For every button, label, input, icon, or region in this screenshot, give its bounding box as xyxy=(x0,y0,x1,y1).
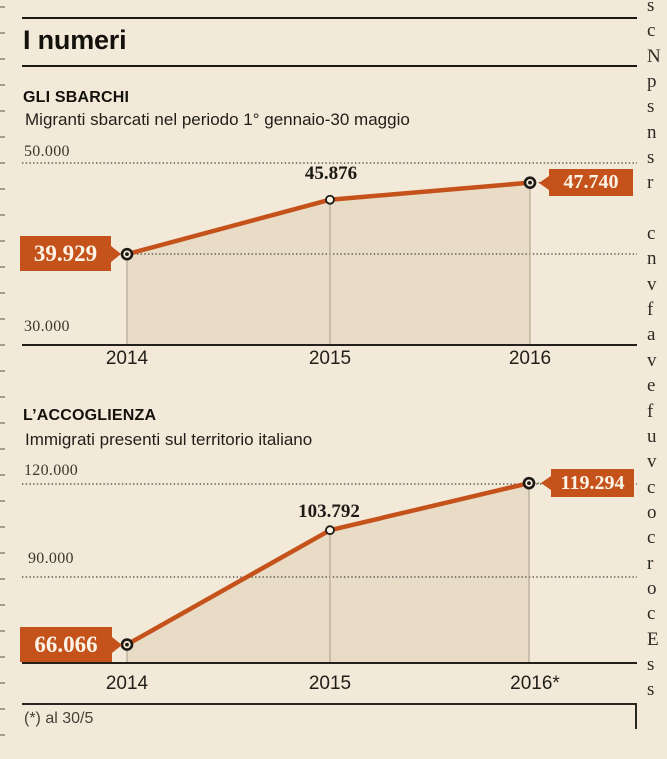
data-point-marker xyxy=(325,525,335,536)
article-text-fragment: p xyxy=(647,71,657,93)
chart2-ytick-top: 120.000 xyxy=(24,462,79,479)
data-point-marker-dot xyxy=(528,180,532,185)
chart2-xlabel-2015: 2015 xyxy=(308,673,352,694)
chart2-ytick-middle: 90.000 xyxy=(28,550,74,567)
article-text-fragment: r xyxy=(647,172,654,194)
article-text-fragment: o xyxy=(647,577,657,599)
accoglienza-line-chart xyxy=(22,476,637,663)
chart2-title: L’ACCOGLIENZA xyxy=(23,407,157,424)
article-text-fragment: c xyxy=(647,223,656,245)
article-text-fragment: n xyxy=(647,248,657,270)
article-text-fragment: E xyxy=(647,628,659,650)
article-text-fragment: v xyxy=(647,349,657,371)
article-text-fragment: s xyxy=(647,147,655,169)
data-point-marker xyxy=(325,194,335,205)
article-text-fragment: e xyxy=(647,375,656,397)
article-text-fragment: c xyxy=(647,20,656,42)
chart1-value-badge-2014: 39.929 xyxy=(20,236,121,271)
data-point-marker-dot xyxy=(527,481,531,486)
top-divider xyxy=(22,17,637,19)
article-text-fragment: v xyxy=(647,451,657,473)
chart2-value-badge-2016: 119.294 xyxy=(541,469,634,497)
article-text-fragment: f xyxy=(647,299,654,321)
chart2-value-badge-2014: 66.066 xyxy=(20,627,122,662)
data-point-marker-dot xyxy=(125,642,129,647)
title-divider xyxy=(22,65,637,67)
article-text-fragment: o xyxy=(647,501,657,523)
chart2-xlabel-2014: 2014 xyxy=(105,673,149,694)
article-text-fragment: s xyxy=(647,653,655,675)
article-text-fragment: f xyxy=(647,400,654,422)
footnote: (*) al 30/5 xyxy=(24,710,94,727)
chart2-xlabel-2016: 2016* xyxy=(510,673,560,694)
footer-divider xyxy=(22,703,637,705)
chart2-value-label-2015: 103.792 xyxy=(298,501,360,522)
page-edge-marks xyxy=(0,6,5,748)
data-point-marker-dot xyxy=(125,252,129,257)
chart1-ytick-top: 50.000 xyxy=(24,143,70,160)
area-fill xyxy=(127,483,529,663)
chart2-baseline xyxy=(22,662,637,664)
chart1-subtitle: Migranti sbarcati nel periodo 1° gennaio… xyxy=(25,110,410,129)
chart1-value-badge-2016: 47.740 xyxy=(539,169,633,196)
area-fill xyxy=(127,182,530,345)
article-text-fragment: c xyxy=(647,603,656,625)
article-text-fragment: c xyxy=(647,527,656,549)
article-text-fragment xyxy=(647,196,667,221)
article-text-fragment: a xyxy=(647,324,656,346)
chart1-title: GLI SBARCHI xyxy=(23,89,130,106)
article-text-fragment: s xyxy=(647,96,655,118)
chart1-baseline xyxy=(22,344,637,346)
chart1-xlabel-2016: 2016 xyxy=(508,348,552,369)
article-text-fragment: N xyxy=(647,45,661,67)
chart1-xlabel-2014: 2014 xyxy=(105,348,149,369)
article-text-fragment: c xyxy=(647,476,656,498)
chart2-subtitle: Immigrati presenti sul territorio italia… xyxy=(25,430,313,449)
chart1-value-label-2015: 45.876 xyxy=(304,163,358,184)
article-text-fragment: s xyxy=(647,679,655,701)
article-text-fragment: u xyxy=(647,425,657,447)
article-text-fragment: v xyxy=(647,273,657,295)
article-text-fragment: r xyxy=(647,552,654,574)
panel-title: I numeri xyxy=(23,25,127,55)
article-text-fragment: n xyxy=(647,121,657,143)
sbarchi-line-chart xyxy=(22,162,637,345)
footer-right-border xyxy=(635,703,637,729)
chart1-xlabel-2015: 2015 xyxy=(308,348,352,369)
chart1-ytick-bottom: 30.000 xyxy=(24,318,70,335)
article-text-fragment: s xyxy=(647,0,655,16)
